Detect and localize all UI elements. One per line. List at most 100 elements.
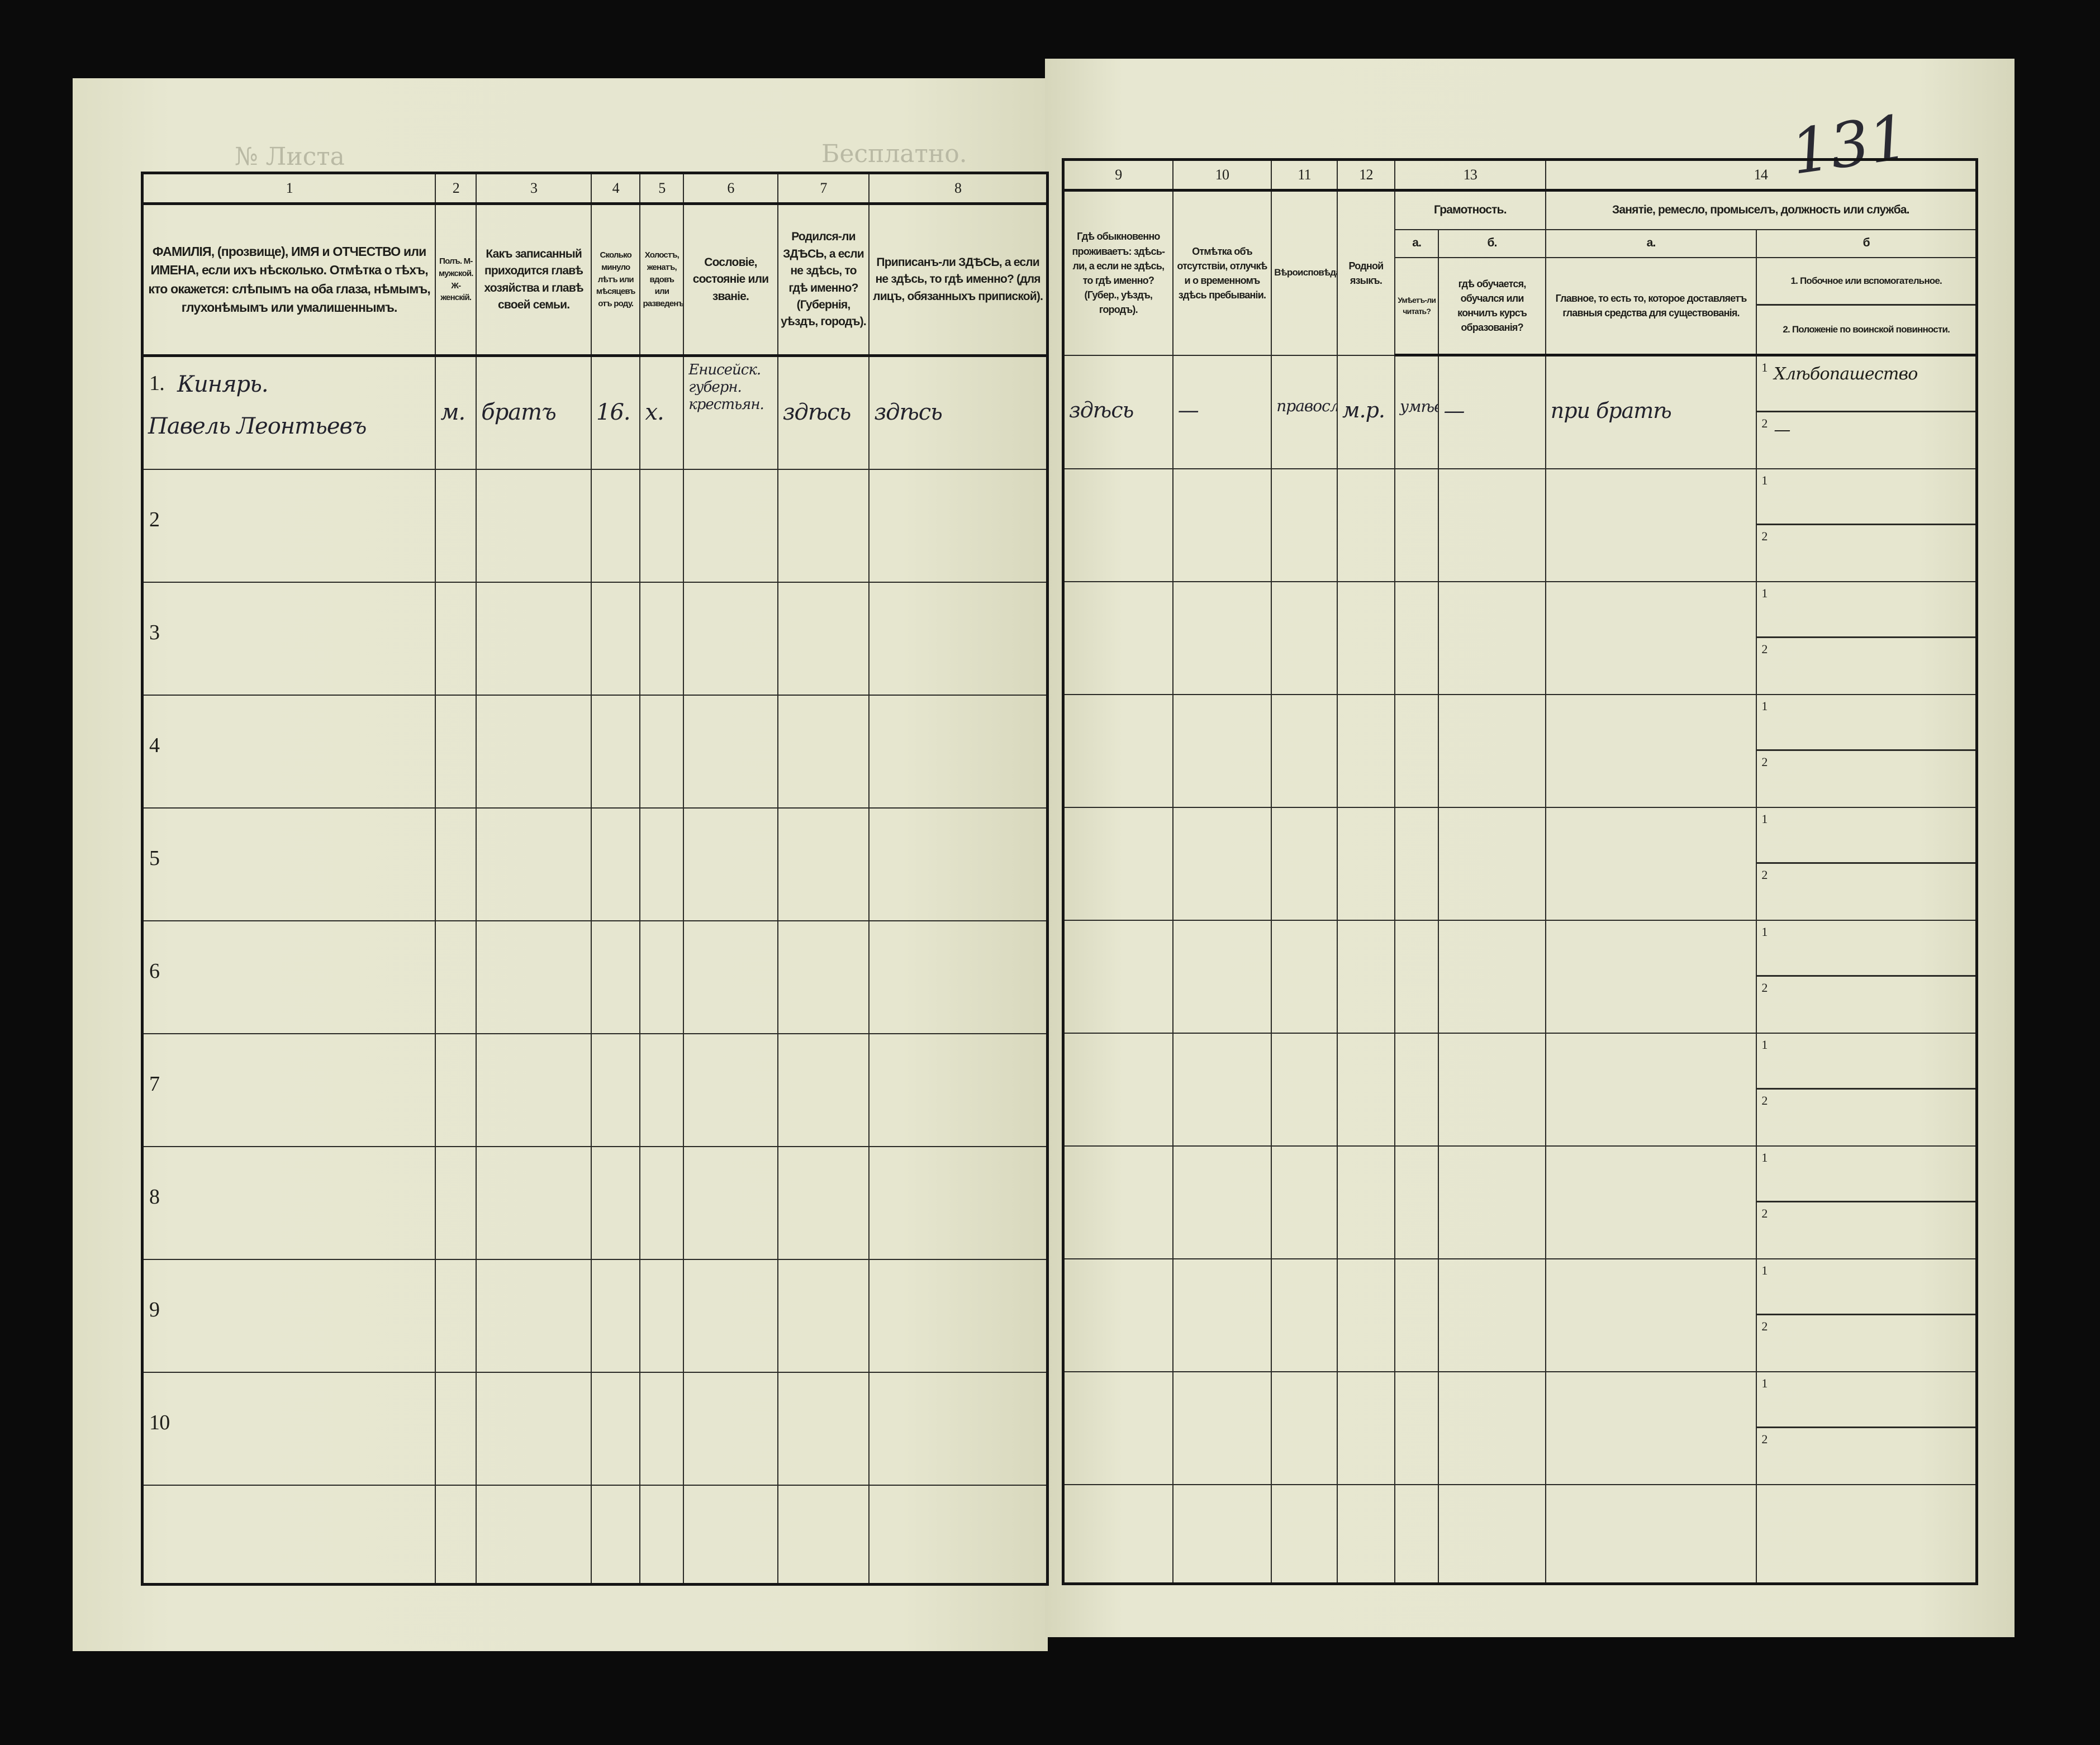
handwritten-sex: м. <box>440 400 465 425</box>
cell-residence <box>1062 1258 1173 1372</box>
letter-14a: а. <box>1545 229 1757 258</box>
handwritten-residence: здѣсь <box>1069 397 1134 422</box>
cell-absence <box>1172 807 1272 921</box>
blank-cell <box>1271 1484 1338 1585</box>
cell-main_occupation <box>1545 1033 1757 1147</box>
cell-sex <box>435 1033 477 1147</box>
cell-religion <box>1271 920 1338 1034</box>
column-number: 6 <box>683 172 778 205</box>
blank-cell <box>1172 1484 1272 1585</box>
handwritten-relation: братъ <box>481 400 556 425</box>
handwritten-secondary: Хлѣбопашество <box>1774 364 1918 384</box>
cell-education <box>1438 920 1546 1034</box>
column-number: 8 <box>868 172 1048 205</box>
secondary-subcell: 1 <box>1757 921 1975 977</box>
census-table-left: 1 2 3 4 5 6 7 8 ФАМИЛІЯ, (прозвище), ИМЯ… <box>141 172 1049 1586</box>
cell-secondary-military: 1 Хлѣбопашество 2— <box>1756 354 1978 469</box>
cell-absence <box>1172 1033 1272 1147</box>
blank-cell <box>1756 1484 1978 1585</box>
cell-education <box>1438 1145 1546 1259</box>
sub-label: 2 <box>1761 868 1768 882</box>
sub-label: 2 <box>1761 1206 1768 1220</box>
subheader-row: Умѣетъ-ли читать? гдѣ обучается, обучалс… <box>1063 256 1978 356</box>
cell-relation <box>476 920 592 1034</box>
header-sex: Полъ. М-мужской. Ж-женскій. <box>435 203 477 357</box>
cell-born <box>777 1259 870 1373</box>
header-religion: Вѣроисповѣданіе. <box>1271 189 1338 356</box>
row-number: 10 <box>149 1411 170 1434</box>
cell-estate <box>683 1372 778 1486</box>
cell-can_read <box>1394 1258 1439 1372</box>
cell-main_occupation <box>1545 920 1757 1034</box>
cell-can_read <box>1394 1033 1439 1147</box>
secondary-subcell: 1 <box>1757 1373 1975 1428</box>
header-age: Сколько минуло лѣтъ или мѣсяцевъ отъ род… <box>591 203 641 357</box>
cell-religion <box>1271 1145 1338 1259</box>
cell-residence <box>1062 468 1173 582</box>
table-row: 9 <box>141 1259 1048 1373</box>
secondary-subcell: 1 <box>1757 1034 1975 1090</box>
cell-absence <box>1172 694 1272 808</box>
blank-cell <box>476 1485 592 1585</box>
handwritten-registered: здѣсь <box>874 400 943 425</box>
cell-relation <box>476 1146 592 1260</box>
cell-sex <box>435 1146 477 1260</box>
sub-label: 1 <box>1761 812 1768 826</box>
header-military: 2. Положеніе по воинской повинности. <box>1783 324 1950 335</box>
cell-estate <box>683 1259 778 1373</box>
cell-absence <box>1172 1371 1272 1485</box>
cell-estate <box>683 582 778 696</box>
military-subcell: 2 <box>1757 1315 1975 1371</box>
military-subcell: 2 <box>1757 1202 1975 1258</box>
cell-marital: х. <box>639 355 685 470</box>
header-occupation: Занятіе, ремесло, промыселъ, должность и… <box>1545 189 1978 230</box>
cell-main_occupation <box>1545 1371 1757 1485</box>
secondary-subcell: 1 <box>1757 696 1975 751</box>
sub-label: 1 <box>1761 699 1768 713</box>
header-secondary-military: 1. Побочное или вспомогательное. 2. Поло… <box>1756 256 1978 356</box>
cell-relation <box>476 1259 592 1373</box>
cell-marital <box>639 1372 685 1486</box>
header-can-read: Умѣетъ-ли читать? <box>1394 256 1439 356</box>
letter-13b: б. <box>1438 229 1546 258</box>
cell-absence <box>1172 920 1272 1034</box>
cell-religion <box>1271 694 1338 808</box>
blank-cell <box>868 1485 1048 1585</box>
cell-main_occupation <box>1545 581 1757 695</box>
header-row: ФАМИЛІЯ, (прозвище), ИМЯ и ОТЧЕСТВО или … <box>141 203 1048 357</box>
row-number: 7 <box>149 1072 160 1096</box>
cell-age <box>591 807 641 921</box>
military-subcell: 2 <box>1757 638 1975 693</box>
handwritten-given-names: Павель Леонтьевъ <box>148 413 367 439</box>
column-number: 9 <box>1062 159 1173 192</box>
row-number: 8 <box>149 1185 160 1209</box>
cell-main_occupation <box>1545 694 1757 808</box>
cell-registered <box>868 582 1048 696</box>
header-birthplace: Родился-ли ЗДѢСЬ, а если не здѣсь, то гд… <box>777 203 870 357</box>
blank-cell <box>1336 1484 1395 1585</box>
name-cell: 6 <box>141 920 436 1034</box>
row-number: 5 <box>149 847 160 870</box>
cell-language <box>1336 1033 1395 1147</box>
handwritten-education: — <box>1443 398 1465 423</box>
cell-absence <box>1172 468 1272 582</box>
cell-marital <box>639 469 685 583</box>
cell-religion <box>1271 1258 1338 1372</box>
cell-education <box>1438 1371 1546 1485</box>
handwritten-absence: — <box>1177 397 1199 422</box>
cell-education <box>1438 468 1546 582</box>
row-number: 6 <box>149 959 160 983</box>
sub-label: 2 <box>1761 981 1768 995</box>
cell-education <box>1438 694 1546 808</box>
cell-can_read <box>1394 694 1439 808</box>
column-number: 3 <box>476 172 592 205</box>
cell-registered <box>868 1372 1048 1486</box>
secondary-subcell: 1 <box>1757 583 1975 638</box>
